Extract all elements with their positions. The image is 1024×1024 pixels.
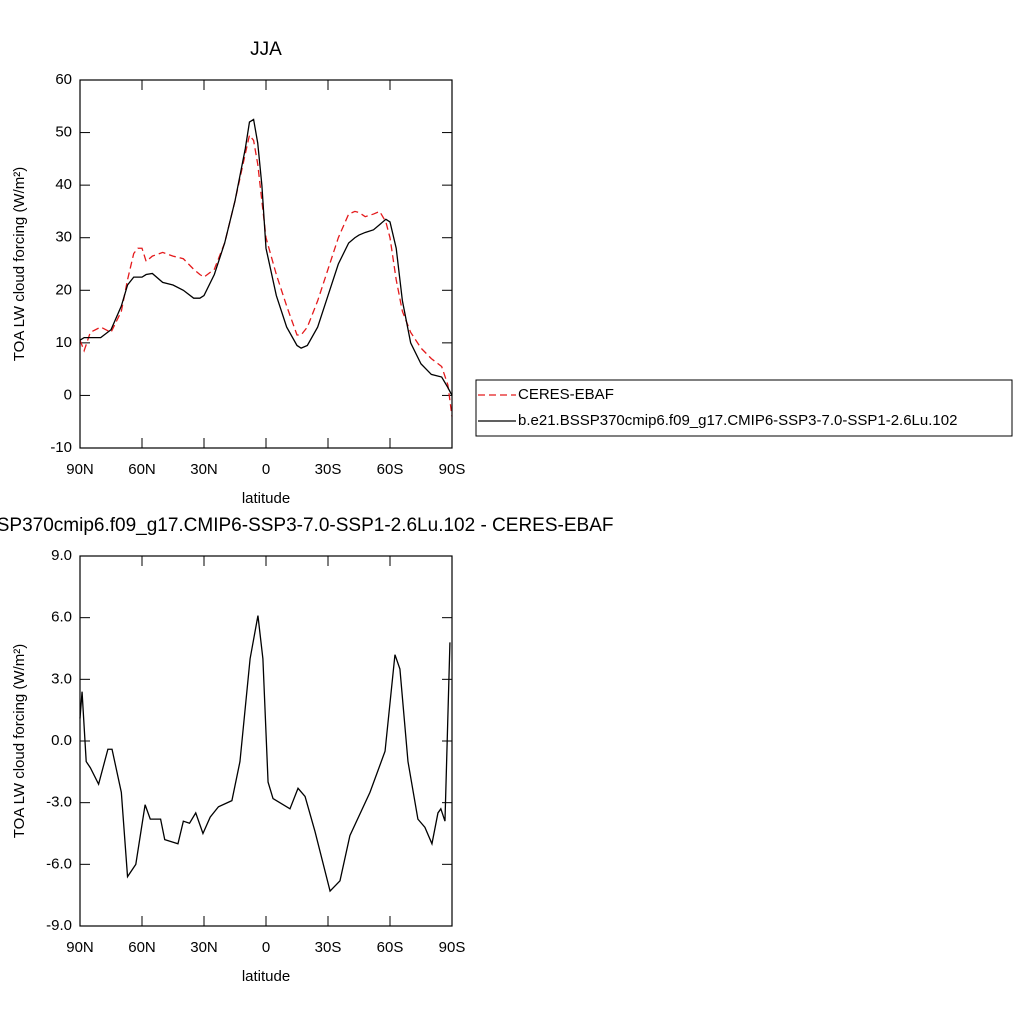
data-line <box>79 118 453 396</box>
data-line <box>79 615 451 893</box>
y-tick-label: -6.0 <box>46 855 72 872</box>
x-tick-label: 90N <box>66 461 94 478</box>
x-tick-label: 90S <box>439 461 466 478</box>
x-tick-label: 30S <box>315 461 342 478</box>
x-tick-label: 60N <box>128 939 156 956</box>
y-axis-label: TOA LW cloud forcing (W/m²) <box>11 644 28 838</box>
x-tick-label: 60S <box>377 939 404 956</box>
x-tick-label: 0 <box>262 461 270 478</box>
y-tick-label: 9.0 <box>51 547 72 564</box>
x-axis-label: latitude <box>242 968 290 985</box>
x-tick-label: 60S <box>377 461 404 478</box>
plot-frame <box>79 79 453 449</box>
y-tick-label: 6.0 <box>51 609 72 626</box>
x-tick-label: 60N <box>128 461 156 478</box>
y-tick-label: -10 <box>50 439 72 456</box>
y-tick-label: -9.0 <box>46 917 72 934</box>
legend-label: CERES-EBAF <box>518 386 614 403</box>
chart-title: b.e21.BSSP370cmip6.f09_g17.CMIP6-SSP3-7.… <box>0 515 613 536</box>
chart-title: JJA <box>250 39 282 60</box>
legend-label: b.e21.BSSP370cmip6.f09_g17.CMIP6-SSP3-7.… <box>518 412 957 429</box>
y-tick-label: 50 <box>55 124 72 141</box>
x-axis-label: latitude <box>242 490 290 507</box>
y-tick-label: 0 <box>64 386 72 403</box>
y-tick-label: 60 <box>55 71 72 88</box>
y-tick-label: 40 <box>55 176 72 193</box>
y-tick-label: 0.0 <box>51 732 72 749</box>
y-tick-label: 3.0 <box>51 670 72 687</box>
y-tick-label: 10 <box>55 334 72 351</box>
data-line <box>79 133 453 417</box>
y-tick-label: 30 <box>55 229 72 246</box>
y-tick-label: 20 <box>55 281 72 298</box>
x-tick-label: 30S <box>315 939 342 956</box>
y-tick-label: -3.0 <box>46 794 72 811</box>
x-tick-label: 30N <box>190 939 218 956</box>
legend-box <box>475 379 1013 437</box>
x-tick-label: 0 <box>262 939 270 956</box>
x-tick-label: 30N <box>190 461 218 478</box>
x-tick-label: 90N <box>66 939 94 956</box>
plot-frame <box>79 555 453 927</box>
y-axis-label: TOA LW cloud forcing (W/m²) <box>11 167 28 361</box>
x-tick-label: 90S <box>439 939 466 956</box>
